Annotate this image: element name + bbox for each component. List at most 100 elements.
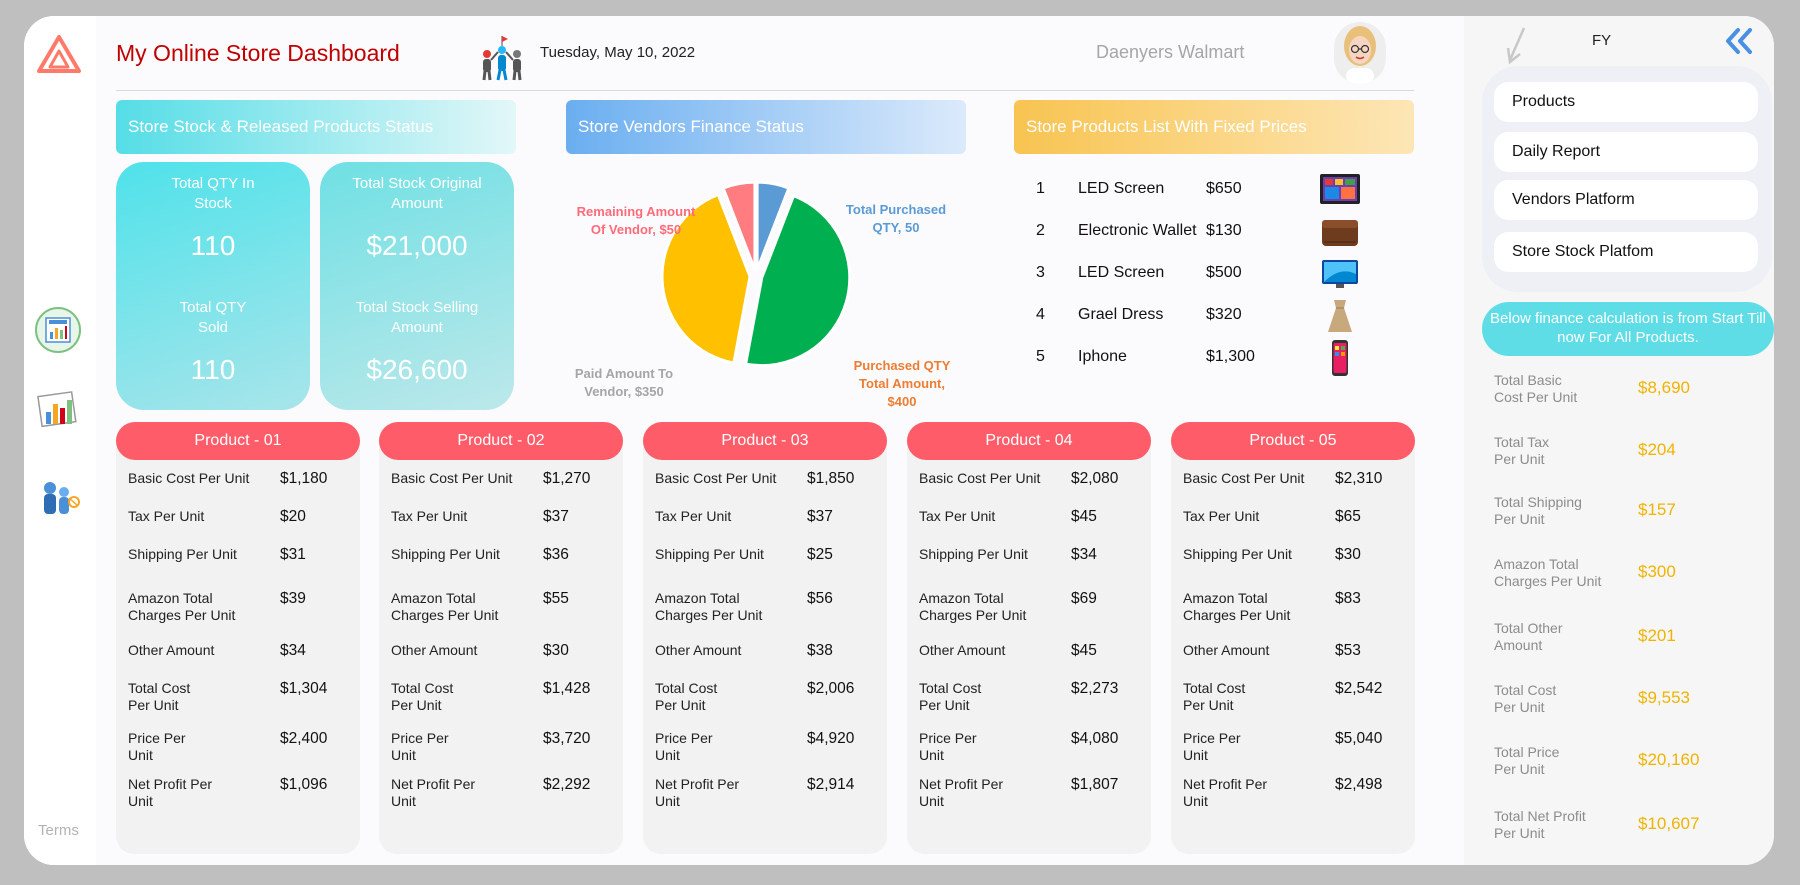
product-row-label: Unit xyxy=(391,747,416,763)
product-list-number: 1 xyxy=(1036,180,1045,197)
product-row-value: $2,006 xyxy=(807,680,855,697)
amount-card: Total Stock Original Amount $21,000 Tota… xyxy=(320,162,514,410)
product-card-header[interactable]: Product - 03 xyxy=(643,422,887,460)
product-card-header[interactable]: Product - 05 xyxy=(1171,422,1415,460)
dress-icon xyxy=(1328,300,1352,332)
bar-chart-icon[interactable] xyxy=(34,386,82,434)
product-row-label: Shipping Per Unit xyxy=(391,546,500,562)
product-row-label: Per Unit xyxy=(655,697,706,713)
product-row-label: Unit xyxy=(655,747,680,763)
product-card-header[interactable]: Product - 02 xyxy=(379,422,623,460)
product-row-value: $34 xyxy=(1071,546,1097,563)
menu-item-store-stock[interactable]: Store Stock Platfom xyxy=(1494,232,1758,272)
product-row-value: $1,304 xyxy=(280,680,328,697)
finance-note: Below finance calculation is from Start … xyxy=(1482,302,1774,356)
product-row-label: Net Profit Per xyxy=(655,776,740,792)
finance-value: $10,607 xyxy=(1638,814,1700,833)
user-avatar[interactable] xyxy=(1334,22,1386,84)
product-card-header[interactable]: Product - 04 xyxy=(907,422,1151,460)
qty-sold-label: Total QTY Sold xyxy=(179,299,247,336)
team-network-icon[interactable] xyxy=(34,476,82,524)
menu-item-products[interactable]: Products xyxy=(1494,82,1758,122)
double-chevron-left-icon[interactable] xyxy=(1722,26,1756,56)
product-row-value: $2,498 xyxy=(1335,776,1383,793)
finance-label: Total Other xyxy=(1494,620,1563,636)
sell-amount-value: $26,600 xyxy=(366,354,468,385)
finance-label: Per Unit xyxy=(1494,451,1545,467)
orig-amount-value: $21,000 xyxy=(366,230,468,261)
menu-item-daily-report[interactable]: Daily Report xyxy=(1494,132,1758,172)
product-row-value: $1,096 xyxy=(280,776,328,793)
menu-item-vendors-platform[interactable]: Vendors Platform xyxy=(1494,180,1758,220)
wallet-icon xyxy=(1322,220,1358,246)
finance-label: Per Unit xyxy=(1494,511,1545,527)
product-row-label: Unit xyxy=(128,747,153,763)
product-list-row[interactable]: 3 LED Screen $500 xyxy=(1026,254,1406,296)
product-row-value: $5,040 xyxy=(1335,730,1383,747)
product-row-label: Basic Cost Per Unit xyxy=(655,470,777,486)
product-row-label: Amazon Total xyxy=(1183,590,1268,606)
paid-label-line1: Paid Amount To xyxy=(575,366,673,381)
product-row-label: Per Unit xyxy=(128,697,179,713)
product-row-label: Tax Per Unit xyxy=(128,508,205,524)
product-row-value: $37 xyxy=(807,508,833,525)
product-row-label: Price Per xyxy=(919,730,977,746)
product-list-row[interactable]: 1 LED Screen $650 xyxy=(1026,170,1406,212)
product-row-label: Price Per xyxy=(655,730,713,746)
product-row-value: $69 xyxy=(1071,590,1097,607)
product-row-label: Amazon Total xyxy=(128,590,213,606)
finance-label: Per Unit xyxy=(1494,699,1545,715)
product-row-value: $34 xyxy=(280,642,306,659)
report-icon[interactable] xyxy=(34,306,82,354)
product-list-name: LED Screen xyxy=(1078,180,1165,197)
product-row-value: $37 xyxy=(543,508,569,525)
product-list-row[interactable]: 5 Iphone $1,300 xyxy=(1026,338,1406,380)
monitor-icon xyxy=(1322,260,1358,288)
product-list-price: $130 xyxy=(1206,222,1242,239)
product-card: Product - 02 Basic Cost Per Unit $1,270 Tax… xyxy=(379,422,623,854)
main-content: My Online Store Dashboard Tuesday, May 1… xyxy=(96,16,1464,865)
product-card-header[interactable]: Product - 01 xyxy=(116,422,360,460)
product-row-label: Amazon Total xyxy=(655,590,740,606)
remaining-label-line1: Remaining Amount xyxy=(577,204,696,219)
header-divider xyxy=(116,90,1414,91)
product-row-label: Basic Cost Per Unit xyxy=(1183,470,1305,486)
finance-label: Per Unit xyxy=(1494,761,1545,777)
finance-label: Amazon Total xyxy=(1494,556,1579,572)
finance-value: $201 xyxy=(1638,626,1676,645)
product-row-value: $3,720 xyxy=(543,730,591,747)
finance-value: $300 xyxy=(1638,562,1676,581)
product-list-price: $320 xyxy=(1206,306,1242,323)
product-list-number: 5 xyxy=(1036,348,1045,365)
product-list-number: 2 xyxy=(1036,222,1045,239)
fiscal-year-label[interactable]: FY xyxy=(1592,32,1612,49)
product-list-row[interactable]: 2 Electronic Wallet $130 xyxy=(1026,212,1406,254)
product-row-value: $2,273 xyxy=(1071,680,1119,697)
app-logo-icon[interactable] xyxy=(36,34,82,74)
product-row-label: Charges Per Unit xyxy=(1183,607,1291,623)
terms-link[interactable]: Terms xyxy=(38,822,79,839)
product-row-value: $1,428 xyxy=(543,680,591,697)
qty-sold-value: 110 xyxy=(190,354,236,385)
product-row-label: Price Per xyxy=(1183,730,1241,746)
product-card: Product - 01 Basic Cost Per Unit $1,180 Tax… xyxy=(116,422,360,854)
product-row-value: $2,292 xyxy=(543,776,591,793)
finance-label: Total Basic xyxy=(1494,372,1562,388)
product-row-label: Other Amount xyxy=(128,642,215,658)
page-title: My Online Store Dashboard xyxy=(116,40,400,66)
product-list-row[interactable]: 4 Grael Dress $320 xyxy=(1026,296,1406,338)
product-row-label: Total Cost xyxy=(919,680,982,696)
product-row-label: Basic Cost Per Unit xyxy=(919,470,1041,486)
product-row-value: $20 xyxy=(280,508,306,525)
product-list-name: Grael Dress xyxy=(1078,306,1164,323)
product-row-value: $2,914 xyxy=(807,776,855,793)
product-row-label: Unit xyxy=(1183,747,1208,763)
purchased-qty-label-line1: Total Purchased xyxy=(846,202,946,217)
product-row-label: Total Cost xyxy=(128,680,191,696)
pie-slice xyxy=(660,192,752,365)
product-row-label: Net Profit Per xyxy=(128,776,213,792)
orig-amount-label: Total Stock Original Amount xyxy=(352,175,482,212)
product-row-value: $4,080 xyxy=(1071,730,1119,747)
product-row-label: Net Profit Per xyxy=(1183,776,1268,792)
product-list-name: Electronic Wallet xyxy=(1078,222,1197,239)
